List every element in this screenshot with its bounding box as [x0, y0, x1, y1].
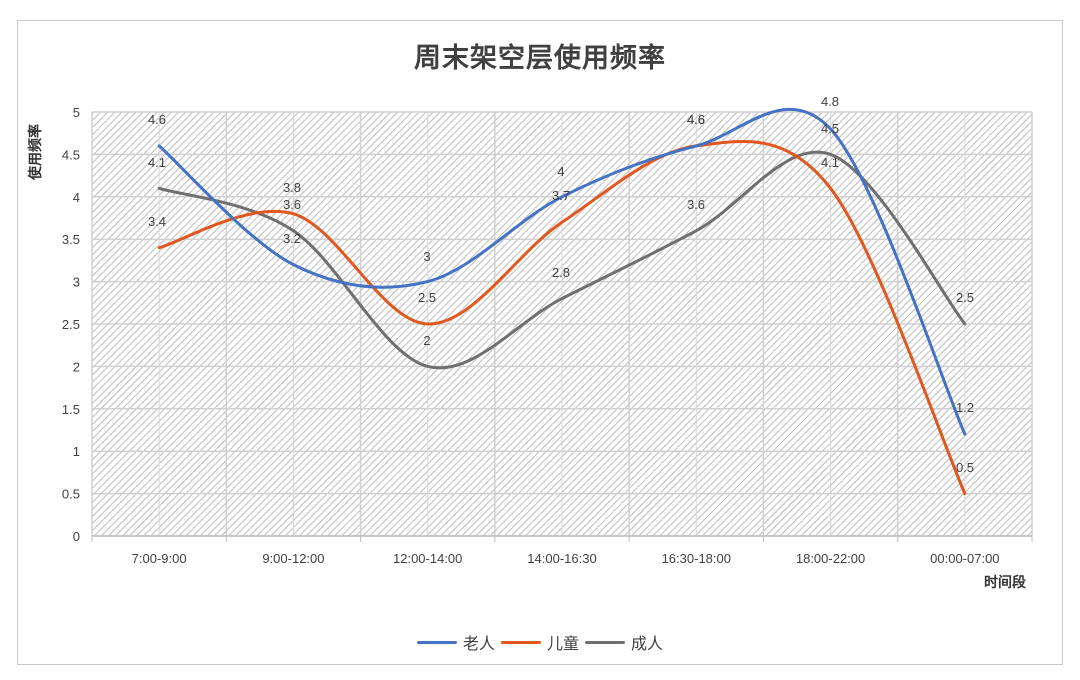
gridlines [91, 111, 1033, 542]
y-tick-label: 1.5 [62, 402, 80, 417]
x-tick-label: 12:00-14:00 [393, 551, 462, 566]
data-label: 3.7 [552, 188, 570, 203]
y-tick-label: 3 [73, 275, 80, 290]
data-label: 3.4 [148, 214, 166, 229]
legend-label: 老人 [462, 634, 495, 653]
x-tick-label: 7:00-9:00 [132, 551, 187, 566]
y-tick-label: 5 [73, 105, 80, 120]
data-label: 4.1 [821, 155, 839, 170]
x-tick-label: 16:30-18:00 [662, 551, 731, 566]
x-tick-label: 18:00-22:00 [796, 551, 865, 566]
data-label: 4 [557, 164, 564, 179]
data-label: 4.6 [687, 112, 705, 127]
data-label: 0.5 [956, 460, 974, 475]
data-label: 3.6 [687, 197, 705, 212]
data-label: 4.1 [148, 155, 166, 170]
y-tick-label: 4 [73, 190, 80, 205]
legend-item-0[interactable]: 老人 [416, 630, 495, 654]
x-tick-label: 14:00-16:30 [527, 551, 596, 566]
legend-item-1[interactable]: 儿童 [500, 630, 579, 654]
data-label: 3.2 [283, 231, 301, 246]
x-axis-title: 时间段 [984, 574, 1026, 591]
data-labels: 4.63.2344.64.81.23.43.82.53.74.64.10.54.… [148, 94, 974, 475]
y-tick-label: 2 [73, 359, 80, 374]
y-axis-title: 使用频率 [27, 124, 44, 181]
legend-label: 成人 [631, 634, 664, 653]
y-tick-label: 4.5 [62, 147, 80, 162]
data-label: 2.8 [552, 265, 570, 280]
legend: 老人 儿童 成人 [0, 630, 1080, 654]
y-tick-label: 2.5 [62, 317, 80, 332]
data-label: 3.8 [283, 180, 301, 195]
chart-title: 周末架空层使用频率 [414, 43, 666, 74]
data-label: 4.5 [821, 121, 839, 136]
data-label: 4.6 [148, 112, 166, 127]
data-label: 2.5 [956, 290, 974, 305]
legend-label: 儿童 [546, 634, 579, 653]
series-line-0 [157, 107, 967, 436]
legend-item-2[interactable]: 成人 [585, 630, 663, 654]
y-axis-ticks: 0 0.5 1 1.5 2 2.5 3 3.5 4 4.5 5 [62, 105, 80, 544]
legend-line-icon [416, 640, 457, 644]
data-label: 3 [423, 249, 430, 264]
y-tick-label: 1 [73, 444, 80, 459]
x-tick-label: 00:00-07:00 [930, 551, 999, 566]
series-line-1 [157, 140, 967, 496]
legend-line-icon [500, 640, 541, 644]
data-label: 2.5 [418, 290, 436, 305]
y-tick-label: 0 [73, 529, 80, 544]
x-axis-ticks: 7:00-9:00 9:00-12:00 12:00-14:00 14:00-16:3… [132, 551, 1000, 566]
data-label: 2 [423, 333, 430, 348]
data-label: 1.2 [956, 400, 974, 415]
x-tick-label: 9:00-12:00 [262, 551, 324, 566]
series-lines [157, 107, 967, 496]
y-tick-label: 0.5 [62, 487, 80, 502]
series-line-2 [157, 150, 967, 370]
data-label: 4.6 [687, 112, 705, 127]
y-tick-label: 3.5 [62, 232, 80, 247]
data-label: 4.8 [821, 94, 839, 109]
data-label: 3.6 [283, 197, 301, 212]
legend-line-icon [585, 640, 625, 644]
